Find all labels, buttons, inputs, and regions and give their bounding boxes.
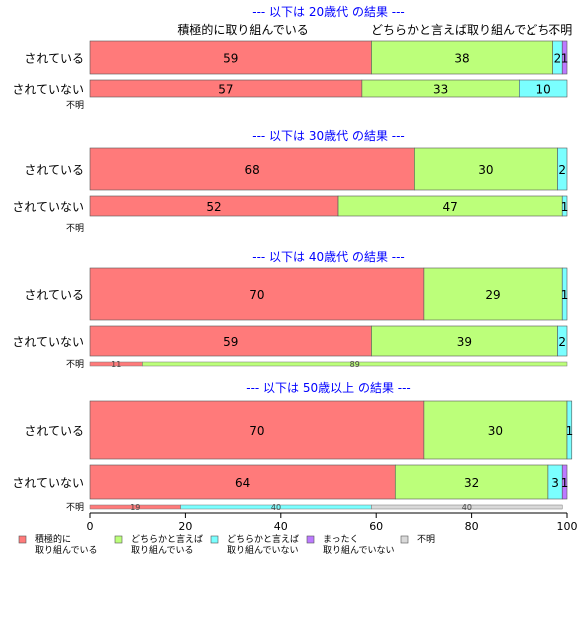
bar-segment <box>518 79 568 98</box>
legend-label: 取り組んでいない <box>323 544 395 556</box>
bar-segment <box>561 195 568 217</box>
legend-swatch <box>400 535 409 544</box>
legend-label: 取り組んでいる <box>35 544 98 556</box>
unknown-row-label: 不明 <box>66 359 84 370</box>
bar-segment <box>371 325 558 357</box>
unknown-row-label: 不明 <box>66 100 84 111</box>
bar-segment <box>561 267 568 321</box>
bar-value-label: 32 <box>464 476 479 490</box>
bar-value-label: 39 <box>457 335 472 349</box>
bar-row-label: されている <box>24 163 84 177</box>
legend-swatch <box>210 535 219 544</box>
unknown-row-label: 不明 <box>66 223 84 234</box>
bar-value-label: 3 <box>551 476 559 490</box>
bar-value-label: 68 <box>245 163 260 177</box>
top-category-label: 不明 <box>548 23 572 37</box>
bar-segment <box>423 400 568 460</box>
legend-swatch <box>306 535 315 544</box>
bar-segment <box>89 147 415 191</box>
bar-segment <box>89 400 425 460</box>
bar-value-label: 59 <box>223 335 238 349</box>
bar-segment <box>89 325 372 357</box>
top-category-label: 積極的に取り組んでいる <box>177 22 308 37</box>
x-axis-tick-label: 100 <box>557 520 578 533</box>
unknown-value-label: 40 <box>462 503 472 512</box>
bar-segment <box>557 147 568 191</box>
bar-value-label: 2 <box>558 335 566 349</box>
panel-title: --- 以下は 20歳代 の結果 --- <box>252 5 405 19</box>
bar-value-label: 57 <box>218 83 233 97</box>
bar-value-label: 38 <box>454 52 469 66</box>
legend-label: 不明 <box>417 534 435 545</box>
x-axis-tick-label: 40 <box>274 520 288 533</box>
unknown-value-label: 19 <box>130 503 140 512</box>
legend-swatch <box>114 535 123 544</box>
bar-segment <box>89 267 425 321</box>
bar-row-label: されていない <box>12 200 84 214</box>
bar-segment <box>414 147 558 191</box>
bar-value-label: 10 <box>536 83 551 97</box>
bar-value-label: 52 <box>206 200 221 214</box>
bar-row-label: されていない <box>12 83 84 97</box>
bar-value-label: 70 <box>249 288 264 302</box>
bar-value-label: 47 <box>442 200 457 214</box>
bar-segment <box>561 40 568 75</box>
bar-value-label: 29 <box>485 288 500 302</box>
bar-segment <box>566 400 573 460</box>
bar-segment <box>371 40 553 75</box>
x-axis-tick-label: 80 <box>465 520 479 533</box>
panel-title: --- 以下は 30歳代 の結果 --- <box>252 129 405 143</box>
bar-row-label: されていない <box>12 476 84 490</box>
bar-value-label: 1 <box>561 52 569 66</box>
legend-label: どちらかと言えば <box>131 533 203 545</box>
bar-value-label: 2 <box>554 52 562 66</box>
bar-row-label: されている <box>24 424 84 438</box>
unknown-value-label: 40 <box>271 503 281 512</box>
legend-swatch <box>18 535 27 544</box>
bar-value-label: 70 <box>249 424 264 438</box>
bar-row-label: されている <box>24 288 84 302</box>
unknown-bar-segment <box>142 361 568 367</box>
bar-value-label: 33 <box>433 83 448 97</box>
legend-label: 積極的に <box>35 533 71 545</box>
top-category-label: どち.. <box>525 23 557 37</box>
unknown-value-label: 89 <box>350 360 360 369</box>
bar-value-label: 1 <box>561 200 569 214</box>
bar-segment <box>89 464 396 500</box>
x-axis-tick-label: 0 <box>87 520 94 533</box>
unknown-value-label: 11 <box>111 360 121 369</box>
bar-row-label: されている <box>24 52 84 66</box>
bar-value-label: 1 <box>561 288 569 302</box>
bar-value-label: 1 <box>561 476 569 490</box>
bar-row-label: されていない <box>12 335 84 349</box>
legend-label: 取り組んでいない <box>227 544 299 556</box>
bar-value-label: 2 <box>558 163 566 177</box>
legend-label: まったく <box>323 534 359 545</box>
legend-label: どちらかと言えば <box>227 533 299 545</box>
panel-title: --- 以下は 40歳代 の結果 --- <box>252 250 405 264</box>
bar-value-label: 1 <box>566 424 574 438</box>
bar-segment <box>561 464 568 500</box>
x-axis-tick-label: 60 <box>369 520 383 533</box>
bar-value-label: 64 <box>235 476 250 490</box>
bar-value-label: 59 <box>223 52 238 66</box>
bar-value-label: 30 <box>488 424 503 438</box>
x-axis-tick-label: 20 <box>178 520 192 533</box>
unknown-row-label: 不明 <box>66 502 84 513</box>
legend-label: 取り組んでいる <box>131 544 194 556</box>
bar-value-label: 30 <box>478 163 493 177</box>
unknown-bar-segment <box>371 504 563 510</box>
bar-segment <box>394 464 549 500</box>
bar-segment <box>557 325 568 357</box>
panel-title: --- 以下は 50歳以上 の結果 --- <box>246 381 411 395</box>
bar-segment <box>423 267 563 321</box>
top-category-label: どちらかと言えば取り組んで.. <box>371 23 534 37</box>
